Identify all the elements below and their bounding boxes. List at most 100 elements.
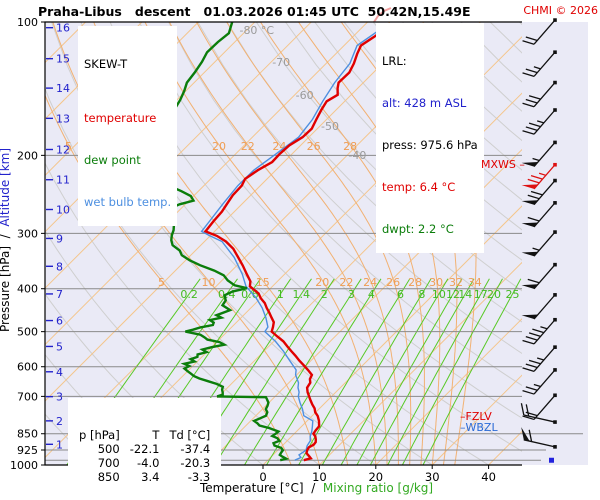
chart-label: 8 [418,288,425,301]
x-axis-label-mixing: Mixing ratio [g/kg] [322,481,434,495]
wind-barb-staff [533,294,556,320]
chart-label: 25 [505,288,519,301]
credit-label: CHMI © 2026 [523,4,598,17]
chart-label: 30 [425,470,440,484]
wind-barb-full [528,122,541,128]
x-axis-label-temperature: Temperature [°C] / [200,481,323,495]
chart-label: 600 [17,361,38,374]
chart-line [373,7,392,23]
chart-label: 2 [56,415,63,428]
table-header: Td [°C] [169,428,211,442]
wind-barb-full [525,386,538,391]
wind-barb-flag [521,200,538,205]
mxws-marker-label: MXWS – [481,158,525,171]
wind-barb-full [532,328,545,334]
table-header: p [hPa] [79,428,120,442]
wind-barb-full [522,339,535,345]
wind-barb-full [527,178,540,184]
chart-label: 850 [17,428,38,441]
chart-label: 1 [56,438,63,451]
chart-label: 5 [65,140,72,153]
chart-line [387,278,490,465]
wind-barb-staff [533,264,556,290]
chart-label: 12 [56,143,70,156]
wind-barb-staff [523,414,556,423]
table-cell: -3.3 [187,470,211,484]
wind-barb-staff [533,141,556,168]
wind-barb-staff [533,369,556,395]
significant-levels-table: p [hPa] T Td [°C] 500 -22.1 -37.4 700 -4.0 -20.3… [68,398,222,500]
chart-label: 15 [56,53,70,66]
y-axis-label-pressure: Pressure [hPa] / [0,234,12,333]
chart-label: 16 [56,22,70,35]
chart-line [197,22,522,355]
chart-label: 15 [256,276,270,289]
chart-label: 100 [17,16,38,29]
wind-barb [521,427,557,449]
wind-barb [522,50,557,77]
wind-barb-half [533,66,541,70]
wind-barb [521,140,557,168]
table-cell: -22.1 [129,442,160,456]
wind-barb-flag [521,222,538,228]
chart-label: 6 [56,315,63,328]
chart-label: 17 [474,288,488,301]
wind-barb-flag [521,184,538,189]
chart-label: 5 [158,276,165,289]
chart-line [244,278,362,465]
chart-label: 26 [307,140,321,153]
wind-barb-half [538,172,547,176]
chart-label: 34 [468,276,482,289]
wind-barb-staff [533,319,556,345]
chart-label: 500 [17,326,38,339]
wind-barb-full [522,102,535,108]
wind-barb-flag [521,284,538,289]
y-axis-label-altitude: Altitude [km] [0,147,12,227]
chart-label: 8 [56,260,63,273]
wind-barb-full [520,403,525,416]
wind-barb-half [540,326,548,330]
chart-line [214,278,335,465]
chart-label: 10 [201,276,215,289]
wind-barb-staff [533,346,556,372]
chart-label: 2 [321,288,328,301]
chart-line [203,26,388,462]
wind-barb-half [532,157,540,162]
table-cell: -37.4 [180,442,211,456]
legend-box: SKEW-T temperature dew point wet bulb te… [78,26,178,226]
chart-label: -60 [296,89,314,102]
wind-barb-staff [533,51,556,77]
legend-item-temperature: temperature [84,111,157,125]
chart-line [369,278,475,465]
wind-barb-full [530,190,543,196]
table-cell: -20.3 [180,456,211,470]
wind-barb-flag [521,427,530,442]
chart-line [45,22,312,289]
wind-barb-full [525,404,530,417]
chart-label: 20 [315,276,329,289]
chart-label: 32 [449,276,463,289]
wind-barb-staff [533,231,556,257]
wind-barb [521,178,557,206]
isotherms [45,22,522,465]
chart-label: 3 [348,288,355,301]
wind-barb-staff [523,439,556,448]
chart-label: 400 [17,283,38,296]
wind-barb-full [527,278,540,284]
chart-line [45,22,143,120]
legend-item-wetbulb: wet bulb temp. [84,195,172,209]
x-axis-label: Temperature [°C] / Mixing ratio [g/kg] [200,481,433,495]
chart-label: 925 [17,444,38,457]
wbzl-marker-label: –WBZL [460,421,498,434]
chart-label: 10 [312,470,327,484]
chart-line [319,261,522,465]
chart-label: 1000 [10,459,38,472]
chart-line [401,278,503,465]
wind-barb-full [525,36,538,42]
chart-label: 14 [458,288,472,301]
wind-barb [522,345,557,372]
chart-line [431,374,522,465]
table-cell: 700 [97,456,120,470]
chart-line [262,205,522,465]
chart-label: 20 [368,470,383,484]
